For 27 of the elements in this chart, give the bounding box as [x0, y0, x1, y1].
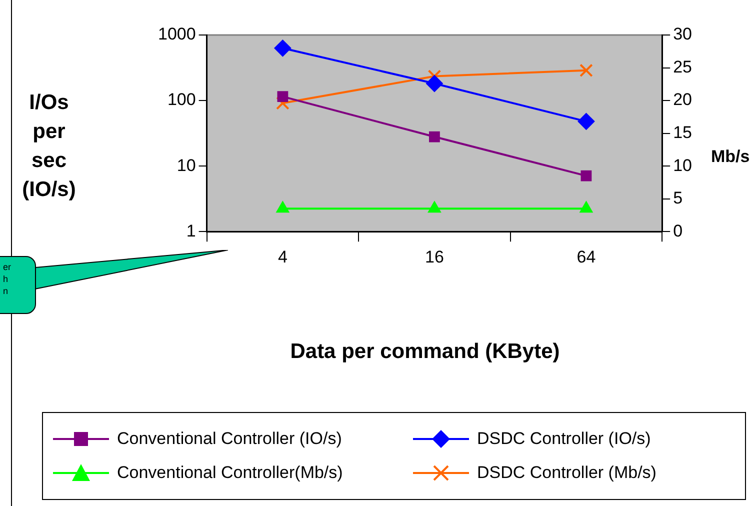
- y2-tick-label: 25: [673, 57, 692, 76]
- x-tick-label: 4: [278, 247, 288, 266]
- y2-tick-label: 15: [673, 122, 692, 142]
- y-tick-label: 10: [176, 156, 196, 175]
- y2-tick-label: 5: [673, 188, 683, 208]
- y-tick-label: 1: [186, 221, 196, 240]
- point: [429, 131, 440, 142]
- y-tick-label: 1000: [158, 24, 196, 44]
- y2-tick-label: 30: [673, 24, 692, 44]
- y2-axis-title: Mb/s: [711, 147, 750, 167]
- point: [274, 40, 292, 57]
- x-tick-label: 16: [424, 247, 444, 266]
- legend-label: Conventional Controller(Mb/s): [117, 463, 343, 483]
- y-axis-title: I/Os per sec (IO/s): [21, 90, 77, 203]
- y2-tick-label: 20: [673, 90, 692, 110]
- legend-label: DSDC Controller (IO/s): [477, 429, 651, 449]
- point: [277, 91, 288, 102]
- point: [426, 74, 443, 92]
- y2-tick-label: 0: [673, 221, 683, 240]
- point: [578, 112, 595, 130]
- legend-label: Conventional Controller (IO/s): [117, 429, 342, 449]
- y2-tick-label: 10: [673, 156, 692, 175]
- x-tick-label: 64: [576, 247, 596, 266]
- legend-label: DSDC Controller (Mb/s): [477, 463, 656, 483]
- point: [580, 170, 592, 182]
- y-tick-label: 100: [167, 90, 196, 110]
- x-axis-title: Data per command (KByte): [289, 340, 561, 364]
